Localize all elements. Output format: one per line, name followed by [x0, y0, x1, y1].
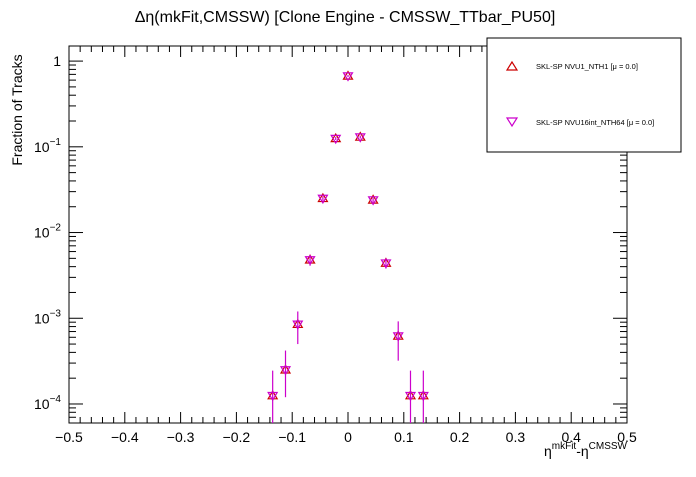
x-tick-label: 0.3	[506, 429, 526, 445]
y-tick-label-base: 10	[34, 139, 50, 155]
y-tick-label-exp: −3	[50, 308, 62, 319]
data-point-series-2	[267, 391, 279, 402]
data-point-series-1	[354, 131, 366, 141]
marks-layer	[267, 70, 429, 423]
y-tick-label-exp: −2	[50, 223, 62, 234]
legend-marker-series-1	[505, 60, 519, 71]
x-tick-label: −0.3	[167, 429, 195, 445]
y-axis-label: Fraction of Tracks	[9, 54, 25, 165]
y-tick-label: 10−1	[34, 137, 61, 155]
x-axis-label-sup2: CMSSW	[589, 441, 628, 452]
data-point-series-2	[342, 72, 354, 82]
data-point-series-2	[417, 391, 429, 402]
y-tick-label-base: 10	[34, 225, 50, 241]
data-point-series-2	[404, 391, 417, 402]
legend-marker-series-2	[505, 117, 519, 128]
x-tick-label: 0.5	[617, 429, 637, 445]
data-point-series-2	[292, 320, 304, 330]
y-tick-label-exp: −1	[50, 137, 62, 148]
y-tick-label-base: 10	[34, 396, 50, 412]
data-point-series-2	[304, 256, 316, 266]
y-tick-label: 1	[53, 53, 61, 69]
y-tick-label: 10−4	[34, 394, 61, 412]
data-point-series-2	[392, 332, 404, 342]
data-point-series-2	[367, 196, 379, 206]
x-axis-label-mid: -η	[576, 443, 588, 459]
ticks-layer: −0.5 −0.4 −0.3 −0.2 −0.1 0 0.1 0.2 0.3 0.4 0.510−4…	[34, 46, 637, 445]
legend-label-series-2: SKL-SP NVU16int_NTH64 [μ = 0.0]	[536, 118, 654, 127]
x-tick-label: 0.4	[561, 429, 581, 445]
x-axis-label-base: η	[544, 443, 552, 459]
data-point-series-2	[317, 194, 329, 205]
x-tick-label: −0.1	[278, 429, 306, 445]
x-tick-label: 0	[344, 429, 352, 445]
data-point-series-1	[342, 70, 354, 80]
chart-title: Δη(mkFit,CMSSW) [Clone Engine - CMSSW_TT…	[135, 9, 556, 26]
legend: SKL-SP NVU1_NTH1 [μ = 0.0] SKL-SP NVU16i…	[486, 37, 682, 153]
data-point-series-2	[354, 133, 366, 143]
data-point-series-2	[380, 259, 392, 269]
x-tick-label: −0.2	[223, 429, 251, 445]
x-tick-label: 0.1	[394, 429, 414, 445]
x-axis-label: ηmkFit-ηCMSSW	[544, 441, 628, 459]
y-tick-label: 10−3	[34, 308, 61, 326]
data-point-series-1	[317, 192, 329, 203]
y-tick-label-base: 10	[34, 310, 50, 326]
data-point-series-1	[330, 132, 342, 143]
x-tick-label: −0.4	[111, 429, 139, 445]
x-tick-label: 0.2	[450, 429, 470, 445]
y-tick-label: 10−2	[34, 223, 61, 241]
x-tick-label: −0.5	[55, 429, 83, 445]
legend-label-series-1: SKL-SP NVU1_NTH1 [μ = 0.0]	[536, 62, 638, 71]
data-point-series-2	[279, 366, 292, 376]
legend-box	[486, 37, 682, 153]
x-axis-label-sup: mkFit	[552, 441, 577, 452]
data-point-series-2	[330, 134, 342, 145]
data-point-series-1	[367, 194, 379, 204]
y-tick-label-exp: −4	[50, 394, 62, 405]
